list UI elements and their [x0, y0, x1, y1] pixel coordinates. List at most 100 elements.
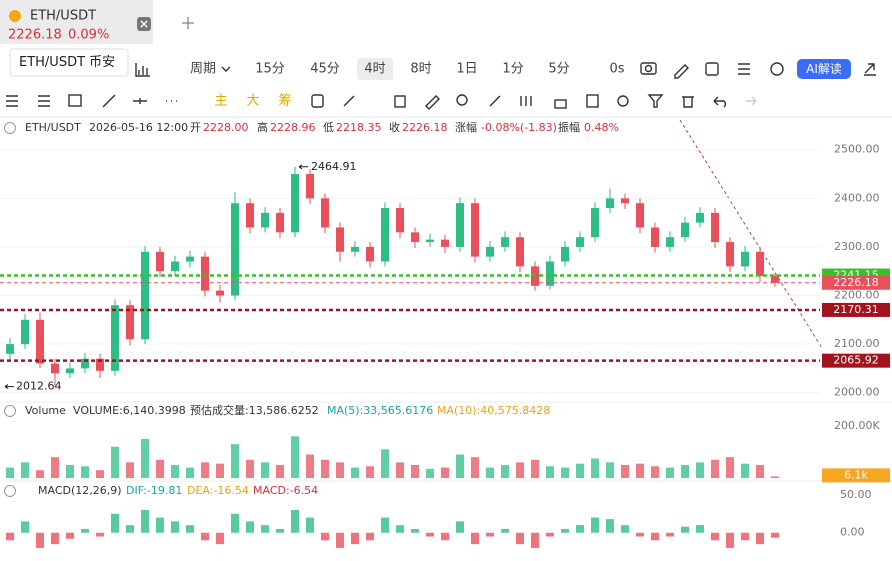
candle-body [156, 251, 164, 272]
macd-bar [441, 532, 449, 541]
candle-body [711, 212, 719, 243]
collapse[interactable] [4, 122, 16, 134]
trend-line [679, 119, 823, 349]
candle-body [771, 276, 779, 283]
macd-bar [471, 532, 479, 545]
volume-bar [96, 470, 104, 478]
macd-bar [261, 525, 269, 533]
coin-icon [9, 10, 21, 22]
volume-bar [396, 462, 404, 478]
volume-bar [336, 462, 344, 478]
interval[interactable]: 45分 [310, 62, 340, 77]
volume-current: 6.1k [844, 468, 868, 481]
volume-bar [231, 444, 239, 478]
interval[interactable]: 8时 [410, 62, 431, 77]
new-tab[interactable] [182, 17, 194, 29]
collapse[interactable] [4, 405, 16, 417]
candle-body [51, 363, 59, 374]
info-value: 2228.96 [270, 121, 316, 134]
volume-bar [711, 459, 719, 478]
macd-bar [366, 532, 374, 541]
level-label: 2226.18 [833, 276, 879, 289]
volume-bar [201, 462, 209, 478]
macd-bar [81, 528, 89, 533]
candle-body [681, 222, 689, 238]
candle-body [201, 256, 209, 291]
candle-body [66, 368, 74, 374]
macd-dea: DEA:-16.54 [187, 484, 249, 497]
candle-body [366, 246, 374, 262]
macd-dif: DIF:-19.81 [126, 484, 182, 497]
low-label: 2012.64 [16, 380, 62, 393]
volume-bar [141, 438, 149, 478]
info-label: 高 [257, 120, 268, 134]
volume-bar [561, 467, 569, 478]
info-label: 收 [389, 120, 400, 134]
period[interactable]: 周期 [190, 62, 216, 77]
ai-button[interactable] [797, 59, 851, 79]
volume-bar [591, 458, 599, 478]
candle-body [621, 198, 629, 204]
macd-bar [96, 532, 104, 537]
candle-body [591, 208, 599, 238]
candle-body [741, 251, 749, 267]
macd-bar [321, 532, 329, 541]
vol-ma10: MA(10):40,575.8428 [437, 404, 550, 417]
volume-bar [246, 459, 254, 478]
macd-bar [141, 510, 149, 533]
y-tick-label: 0.00 [840, 526, 865, 539]
collapse[interactable] [4, 485, 16, 497]
interval[interactable]: 15分 [255, 62, 285, 77]
volume-bar [471, 457, 479, 478]
macd-bar [246, 521, 254, 533]
macd-value: MACD:-6.54 [253, 484, 318, 497]
candle-body [441, 239, 449, 247]
tab-price: 2226.18 [8, 28, 62, 43]
level-box [822, 353, 890, 368]
volume-bar [171, 464, 179, 478]
macd-bar [231, 513, 239, 533]
chart-type[interactable] [135, 63, 150, 77]
vol-volume: VOLUME:6,140.3998 [73, 404, 186, 417]
y-tick-label: 2400.00 [834, 191, 880, 204]
info-value: 2226.18 [402, 121, 448, 134]
volume-bar [411, 464, 419, 478]
candle-body [726, 242, 734, 267]
tab[interactable] [0, 0, 153, 44]
tab-close[interactable] [137, 17, 151, 31]
interval[interactable]: 1日 [456, 62, 477, 77]
volume-bar [276, 464, 284, 478]
macd-bar [456, 521, 464, 533]
volume-bar [81, 466, 89, 478]
macd-bar [516, 532, 524, 545]
candle-body [246, 203, 254, 228]
candle-body [606, 198, 614, 209]
tool-chip[interactable]: 筹 [278, 93, 291, 109]
info-symbol: ETH/USDT [25, 121, 81, 134]
volume-bar [576, 463, 584, 478]
macd-bar [381, 517, 389, 533]
tool-main[interactable]: 主 [214, 94, 227, 109]
macd-bar [126, 525, 134, 533]
volume-bar [441, 467, 449, 478]
chevron [221, 66, 231, 72]
interval[interactable]: 0s [609, 62, 624, 77]
draw-icons [6, 94, 757, 110]
candle-body [501, 237, 509, 247]
volume-bar [111, 446, 119, 478]
info-label: 低 [323, 121, 334, 134]
macd-bar [726, 532, 734, 548]
candle-body [456, 203, 464, 247]
interval[interactable]: 5分 [548, 62, 569, 77]
candle-body [111, 305, 119, 371]
candle-body [636, 203, 644, 228]
candle-body [96, 358, 104, 371]
candle-body [261, 212, 269, 228]
interval[interactable]: 4时 [364, 62, 385, 77]
candle-body [186, 256, 194, 262]
macd-bar [111, 513, 119, 533]
macd-bar [696, 525, 704, 533]
interval[interactable]: 1分 [502, 62, 523, 77]
tool-big[interactable]: 大 [246, 94, 259, 109]
volume-bar [651, 466, 659, 478]
